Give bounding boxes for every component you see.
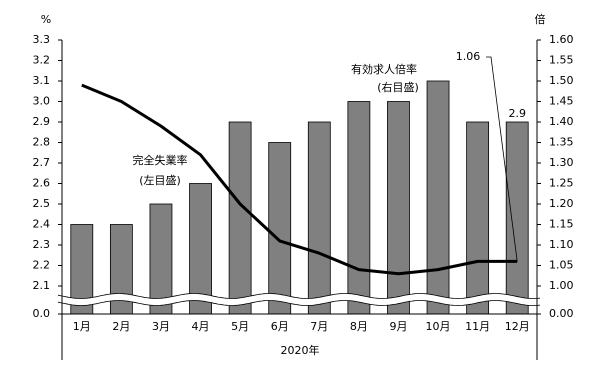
x-tick-label: 11月 (465, 320, 490, 333)
x-tick-label: 2月 (112, 320, 130, 333)
y-tick-label: 3.3 (33, 33, 51, 46)
data-label: 2.9 (508, 107, 526, 120)
bar (228, 121, 252, 315)
y2-tick-label: 1.45 (549, 95, 574, 108)
y2-tick-label: 1.50 (549, 74, 574, 87)
annotation: (右目盛) (377, 80, 419, 94)
x-axis-label: 2020年 (281, 343, 320, 357)
annotation: 完全失業率 (133, 153, 188, 167)
y-axis-label: % (41, 13, 51, 26)
y-tick-label: 2.3 (33, 238, 51, 251)
bar (505, 121, 529, 315)
bar (426, 80, 450, 315)
y-tick-label: 3.2 (33, 54, 51, 67)
y2-tick-label: 1.60 (549, 33, 574, 46)
x-tick-label: 1月 (73, 320, 91, 333)
axis-break (58, 293, 540, 306)
y2-tick-label: 1.00 (549, 279, 574, 292)
y2-tick-label: 1.05 (549, 259, 574, 272)
x-tick-label: 7月 (310, 320, 328, 333)
bar (307, 121, 331, 315)
y2-tick-label: 1.40 (549, 115, 574, 128)
y-tick-label: 3.0 (33, 95, 51, 108)
y2-tick-label: 1.25 (549, 177, 574, 190)
y-tick-label: 2.5 (33, 197, 51, 210)
y-tick-label: 3.1 (33, 74, 51, 87)
y2-tick-label: 0.00 (549, 307, 574, 320)
bar (466, 121, 490, 315)
y2-tick-label: 1.20 (549, 197, 574, 210)
x-tick-label: 8月 (350, 320, 368, 333)
y2-axis-label: 倍 (535, 12, 546, 26)
x-tick-label: 5月 (231, 320, 249, 333)
y2-tick-label: 1.15 (549, 218, 574, 231)
y-tick-label: 0.0 (33, 307, 51, 320)
y2-tick-label: 1.30 (549, 156, 574, 169)
bar (347, 101, 371, 315)
leader-line (486, 56, 518, 262)
y-tick-label: 2.4 (33, 218, 51, 231)
x-tick-label: 3月 (152, 320, 170, 333)
x-tick-label: 10月 (426, 320, 451, 333)
x-tick-label: 6月 (271, 320, 289, 333)
bar (268, 142, 292, 315)
y-tick-label: 2.2 (33, 259, 51, 272)
y-tick-label: 2.8 (33, 136, 51, 149)
y-tick-label: 2.1 (33, 279, 51, 292)
annotation: 有効求人倍率 (351, 62, 417, 76)
data-label: 1.06 (456, 50, 481, 63)
x-tick-label: 12月 (505, 320, 530, 333)
y-tick-label: 2.9 (33, 115, 51, 128)
axis-break-line (57, 300, 541, 306)
annotation: (左目盛) (139, 173, 181, 187)
y2-tick-label: 1.35 (549, 136, 574, 149)
axis-break-line (57, 293, 541, 299)
y-tick-label: 2.7 (33, 156, 51, 169)
y2-tick-label: 1.10 (549, 238, 574, 251)
line (81, 83, 518, 276)
bar (387, 101, 410, 315)
x-tick-label: 9月 (389, 320, 407, 333)
y2-tick-label: 1.55 (549, 54, 574, 67)
x-tick-label: 4月 (192, 320, 210, 333)
y-tick-label: 2.6 (33, 177, 51, 190)
